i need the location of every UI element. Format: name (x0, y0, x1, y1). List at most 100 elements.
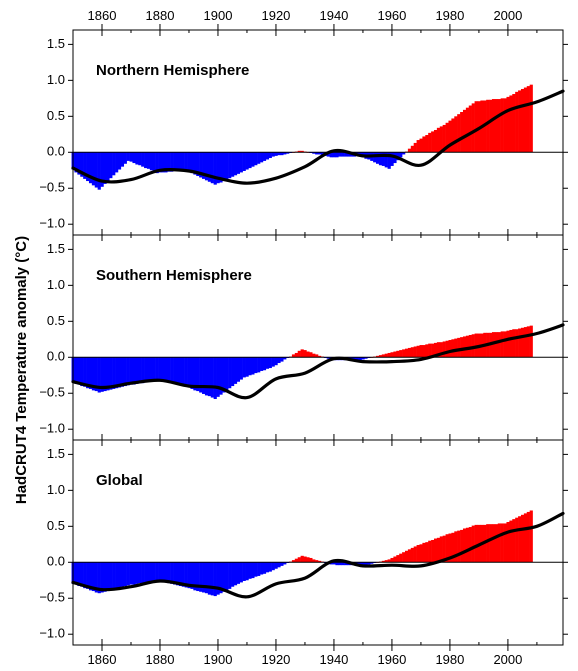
anomaly-bar (277, 357, 281, 364)
anomaly-bar (471, 334, 475, 358)
anomaly-bar (454, 116, 458, 153)
anomaly-bar (474, 101, 478, 153)
anomaly-bar (515, 329, 519, 358)
anomaly-bar (520, 88, 525, 153)
anomaly-bar (500, 331, 504, 358)
anomaly-bar (225, 152, 229, 180)
anomaly-bar (132, 357, 136, 385)
anomaly-bar (222, 357, 226, 393)
anomaly-bar (460, 529, 464, 563)
anomaly-bar (164, 152, 168, 173)
anomaly-bar (74, 562, 78, 585)
anomaly-bar (410, 547, 414, 563)
anomaly-bar (431, 131, 435, 153)
anomaly-bar (390, 152, 394, 166)
anomaly-bar (413, 142, 417, 153)
anomaly-bar (315, 152, 319, 155)
anomaly-bar (436, 537, 441, 563)
anomaly-bar (355, 357, 359, 361)
anomaly-bar (170, 562, 174, 584)
anomaly-bar (297, 150, 301, 153)
anomaly-bar (115, 357, 119, 389)
anomaly-bar (135, 357, 139, 384)
y-tick-label: 1.0 (47, 277, 65, 292)
anomaly-bar (175, 152, 180, 171)
y-tick-label: 0.0 (47, 144, 65, 159)
anomaly-bar (512, 329, 516, 358)
anomaly-bar (257, 562, 261, 576)
anomaly-bar (436, 127, 441, 153)
anomaly-bar (155, 562, 159, 581)
anomaly-bar (526, 326, 530, 358)
anomaly-bar (100, 357, 104, 392)
anomaly-bar (80, 562, 84, 587)
anomaly-bar (520, 514, 525, 563)
anomaly-bar (448, 340, 452, 358)
anomaly-bar (173, 357, 177, 384)
anomaly-bar (161, 562, 165, 582)
anomaly-bar (262, 357, 267, 371)
anomaly-bar (91, 357, 96, 391)
anomaly-bar (245, 357, 249, 377)
anomaly-bar (341, 562, 345, 566)
anomaly-bar (402, 552, 406, 563)
panel-title: Northern Hemisphere (96, 62, 249, 79)
anomaly-bar (457, 114, 461, 153)
anomaly-bar (265, 562, 269, 573)
anomaly-bar (512, 519, 516, 563)
anomaly-bar (300, 555, 304, 563)
anomaly-bar (207, 152, 212, 182)
anomaly-bar (126, 357, 130, 386)
anomaly-bar (468, 334, 472, 358)
anomaly-bar (491, 524, 496, 563)
anomaly-bar (367, 562, 371, 565)
anomaly-bar (451, 118, 455, 153)
anomaly-bar (155, 357, 159, 381)
anomaly-bar (152, 562, 156, 581)
y-tick-label: 0.5 (47, 313, 65, 328)
anomaly-bar (283, 152, 287, 155)
anomaly-bar (387, 152, 391, 169)
anomaly-bar (175, 562, 180, 586)
anomaly-bar (425, 344, 429, 358)
anomaly-bar (144, 562, 148, 583)
anomaly-bar (280, 562, 284, 566)
smoothed-curve (71, 323, 565, 400)
anomaly-bar (315, 560, 319, 563)
y-tick-label: 1.5 (47, 241, 65, 256)
anomaly-bar (364, 562, 368, 566)
anomaly-bar (222, 152, 226, 182)
anomaly-bar (83, 357, 87, 387)
anomaly-bar (404, 550, 409, 563)
anomaly-bar (97, 152, 101, 190)
anomaly-bar (297, 350, 301, 358)
anomaly-bar (422, 136, 426, 153)
y-tick-label: 1.5 (47, 446, 65, 461)
anomaly-bar (376, 355, 380, 358)
smoothed-curve (71, 511, 565, 599)
anomaly-bar (190, 357, 194, 389)
y-tick-label: 0.5 (47, 108, 65, 123)
anomaly-bar (274, 562, 278, 569)
anomaly-bar (335, 152, 339, 158)
anomaly-bar (175, 357, 180, 385)
anomaly-bar (523, 513, 528, 563)
anomaly-bar (187, 357, 191, 388)
anomaly-bar (219, 562, 223, 594)
anomaly-bar (283, 357, 287, 360)
anomaly-bar (97, 562, 101, 594)
anomaly-bar (497, 523, 501, 563)
anomaly-bar (103, 562, 107, 592)
anomaly-bar (457, 337, 461, 358)
anomaly-bar (378, 355, 383, 358)
anomaly-bar (225, 562, 229, 591)
anomaly-bar (274, 357, 278, 366)
anomaly-bar (77, 562, 81, 587)
anomaly-bar (462, 109, 467, 153)
smoothed-curve (71, 89, 565, 185)
anomaly-bar (149, 562, 154, 581)
anomaly-bar (326, 357, 330, 359)
anomaly-bar (178, 152, 183, 171)
anomaly-bar (491, 99, 496, 153)
anomaly-bar (242, 357, 246, 378)
